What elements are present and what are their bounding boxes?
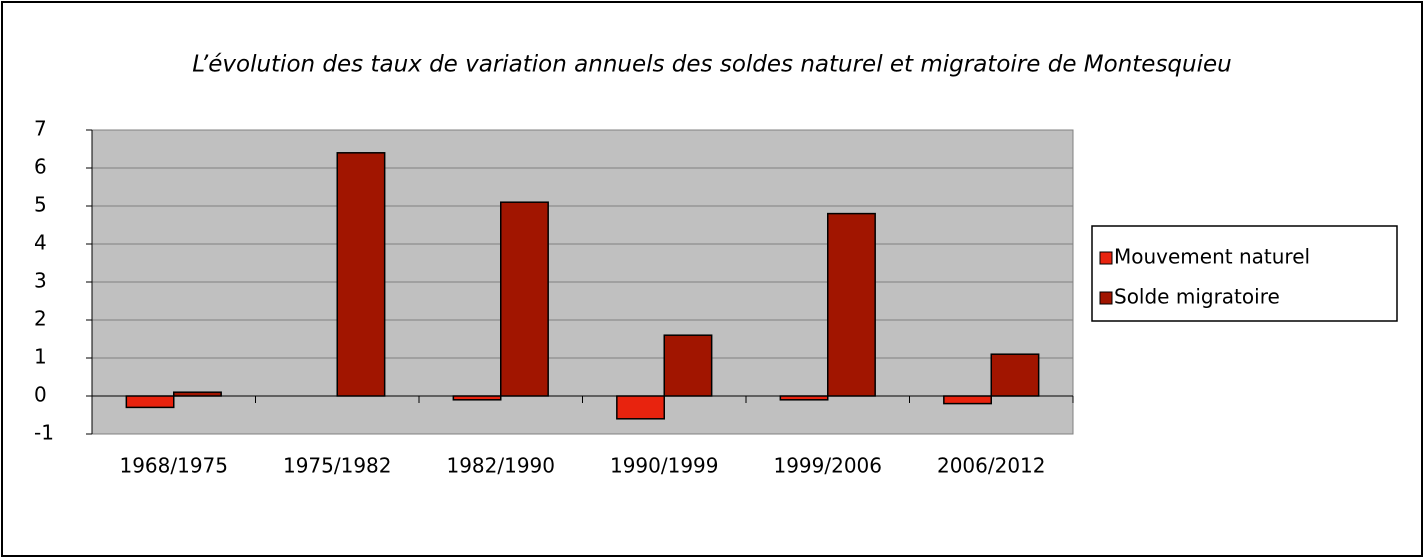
bar [779,395,829,401]
bar [452,395,502,401]
x-tick-label: 1999/2006 [773,454,882,478]
y-tick-label: 0 [34,383,47,407]
y-tick-label: -1 [34,421,54,445]
y-tick-label: 4 [34,231,47,255]
x-tick-label: 1975/1982 [283,454,392,478]
x-tick-label: 1968/1975 [119,454,228,478]
bar [500,201,549,397]
x-tick-label: 2006/2012 [937,454,1046,478]
legend-label: Solde migratoire [1114,285,1280,309]
y-tick-label: 1 [34,345,47,369]
y-tick-label: 2 [34,307,47,331]
y-tick-label: 5 [34,193,47,217]
bar [990,353,1040,397]
y-tick-label: 7 [34,117,47,141]
bar [616,395,666,420]
x-tick-label: 1990/1999 [610,454,719,478]
legend-swatch [1099,251,1113,265]
bar [125,395,175,409]
legend-box [1091,225,1398,322]
x-tick-label: 1982/1990 [446,454,555,478]
bar [336,152,386,397]
y-tick-label: 6 [34,155,47,179]
bar [663,334,713,397]
legend-swatch [1099,291,1113,305]
y-tick-label: 3 [34,269,47,293]
bar [173,391,222,397]
bar [827,212,876,397]
legend-label: Mouvement naturel [1114,245,1310,269]
chart-title: L’évolution des taux de variation annuel… [192,52,1231,78]
bar [943,395,993,405]
